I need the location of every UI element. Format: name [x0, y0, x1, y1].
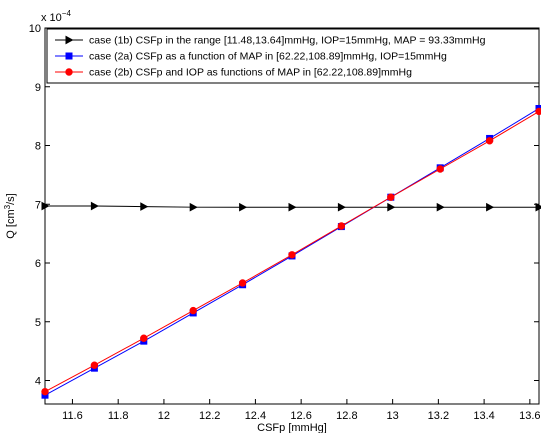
x-tick-label: 13 — [387, 410, 399, 422]
data-point — [189, 306, 197, 315]
data-point — [288, 251, 296, 259]
data-point — [485, 137, 494, 145]
data-point — [387, 202, 396, 212]
legend-label: case (2b) CSFp and IOP as functions of M… — [89, 67, 412, 79]
x-tick-label: 13.4 — [473, 410, 494, 422]
x-tick-label: 12.2 — [199, 410, 220, 422]
legend-label: case (2a) CSFp as a function of MAP in [… — [89, 51, 447, 63]
x-tick-label: 11.6 — [62, 410, 83, 422]
y-tick-label: 4 — [35, 376, 41, 388]
data-point — [436, 165, 444, 173]
y-axis-multiplier: x 10−4 — [41, 9, 71, 24]
y-tick-label: 5 — [35, 317, 41, 329]
plot-frame — [44, 27, 540, 405]
x-tick-label: 13.2 — [428, 410, 449, 422]
data-point — [189, 202, 198, 212]
legend: case (1b) CSFp in the range [11.48,13.64… — [46, 28, 540, 84]
x-tick-label: 12.8 — [336, 410, 357, 422]
y-tick-label: 10 — [29, 23, 41, 35]
data-point — [41, 201, 50, 211]
data-point — [535, 107, 541, 116]
y-axis-label: Q [cm3/s] — [3, 193, 17, 238]
legend-label: case (1b) CSFp in the range [11.48,13.64… — [89, 35, 486, 47]
y-tick-label: 8 — [35, 141, 41, 153]
data-point — [337, 222, 346, 230]
data-point — [486, 202, 495, 212]
data-point — [387, 193, 395, 201]
x-tick-label: 12 — [158, 410, 170, 422]
data-point — [288, 202, 297, 212]
data-point — [535, 202, 541, 212]
x-tick-label: 11.8 — [108, 410, 129, 422]
data-point — [436, 202, 445, 212]
y-tick-label: 7 — [35, 199, 41, 211]
data-point — [41, 387, 49, 396]
x-tick-label: 13.6 — [519, 410, 540, 422]
data-point — [90, 361, 99, 369]
x-tick-label: 12.6 — [290, 410, 311, 422]
y-tick-label: 6 — [35, 258, 41, 270]
data-point — [239, 202, 248, 212]
data-point — [140, 202, 149, 211]
data-point — [65, 35, 74, 45]
y-tick-label: 9 — [35, 82, 41, 94]
legend-box — [46, 28, 540, 84]
data-point — [238, 279, 247, 287]
data-point — [65, 52, 73, 60]
x-axis-label: CSFp [mmHg] — [257, 422, 327, 433]
data-point — [90, 201, 99, 211]
series-layer — [41, 104, 541, 399]
x-tick-label: 12.4 — [245, 410, 266, 422]
data-point — [337, 202, 346, 212]
data-point — [65, 68, 73, 76]
axis-ticks: 11.6 11.8 12 12.2 12.4 12.6 12.8 13 13.2 13.4 13.6… — [29, 23, 541, 422]
data-point — [140, 334, 148, 342]
